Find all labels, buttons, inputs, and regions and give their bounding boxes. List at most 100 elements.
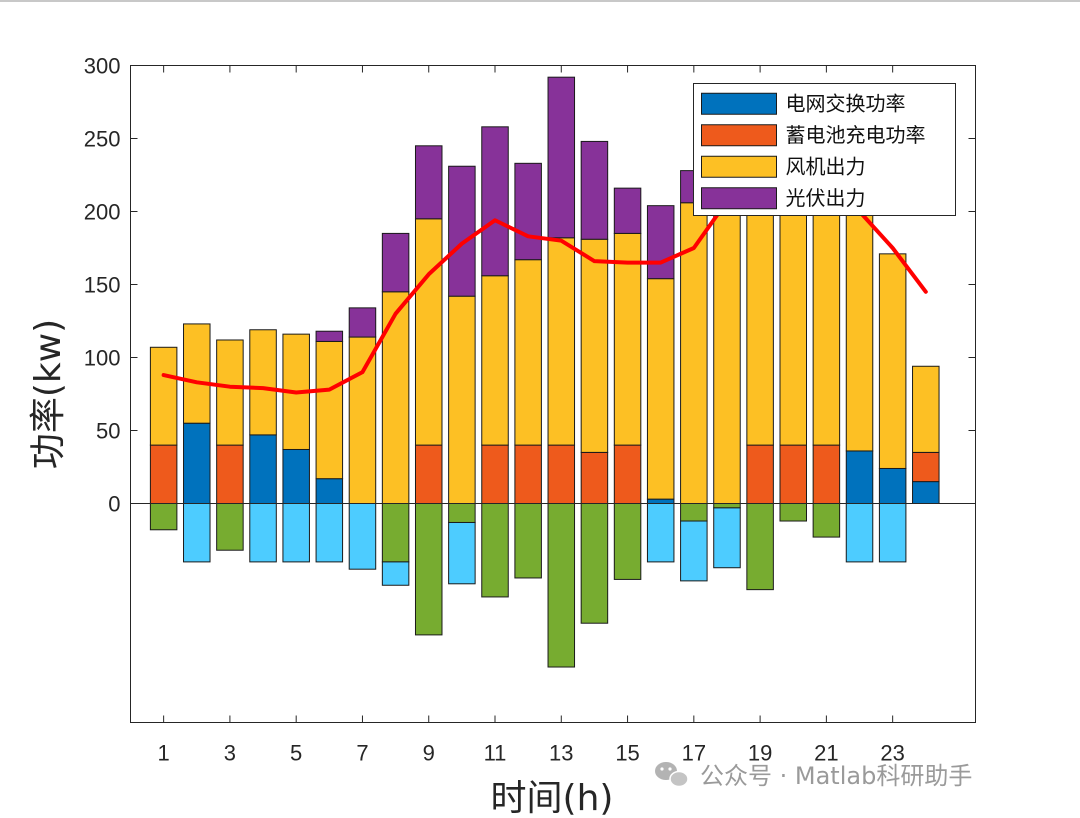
bar-pos-s1-x16 xyxy=(646,498,675,504)
watermark: 公众号 · Matlab科研助手 xyxy=(655,762,972,790)
bar-pos-s4-x9 xyxy=(414,145,443,220)
x-tick-label: 1 xyxy=(158,741,170,766)
x-tick-label: 21 xyxy=(814,741,838,766)
bar-neg-s2-x10 xyxy=(448,521,476,585)
bar-pos-s2-x24 xyxy=(912,451,940,483)
bar-neg-s1-x11 xyxy=(481,503,509,598)
legend-label: 蓄电池充电功率 xyxy=(786,123,926,147)
legend-swatch xyxy=(701,92,777,115)
bar-pos-s3-x19 xyxy=(746,170,774,446)
bar-neg-s2-x4 xyxy=(249,503,277,563)
bar-neg-s1-x10 xyxy=(448,503,476,523)
bar-pos-s3-x15 xyxy=(613,232,642,446)
bar-pos-s1-x5 xyxy=(282,448,310,505)
bar-pos-s4-x6 xyxy=(315,330,344,342)
wechat-icon xyxy=(655,762,689,788)
bar-pos-s3-x12 xyxy=(514,259,542,446)
bar-neg-s2-x2 xyxy=(183,503,211,563)
bar-pos-s3-x6 xyxy=(315,340,344,480)
bar-pos-s3-x11 xyxy=(481,275,509,446)
bar-pos-s4-x7 xyxy=(348,307,377,338)
bar-neg-s2-x18 xyxy=(713,507,741,569)
y-tick-label: 200 xyxy=(84,200,121,225)
bar-neg-s2-x17 xyxy=(680,520,708,582)
x-tick-label: 17 xyxy=(682,741,706,766)
bar-neg-s1-x3 xyxy=(216,503,244,551)
bar-neg-s1-x19 xyxy=(746,503,774,591)
bar-pos-s4-x11 xyxy=(481,126,509,277)
x-tick-label: 19 xyxy=(748,741,772,766)
bar-pos-s2-x14 xyxy=(580,451,609,504)
bar-neg-s2-x5 xyxy=(282,503,310,563)
bar-neg-s1-x14 xyxy=(580,503,609,624)
bar-pos-s3-x9 xyxy=(414,218,443,446)
bar-neg-s1-x12 xyxy=(514,503,542,579)
y-axis-label: 功率(kw) xyxy=(28,319,69,469)
bar-neg-s1-x15 xyxy=(613,503,642,580)
bar-neg-s2-x22 xyxy=(845,503,874,563)
bar-pos-s3-x2 xyxy=(183,323,211,424)
y-tick-label: 300 xyxy=(84,54,121,79)
y-tick-label: 150 xyxy=(84,273,121,298)
bar-neg-s2-x16 xyxy=(646,503,675,563)
bar-pos-s2-x13 xyxy=(547,444,576,505)
bar-pos-s3-x16 xyxy=(646,278,675,500)
bar-pos-s2-x9 xyxy=(414,444,443,505)
x-tick-label: 23 xyxy=(880,741,904,766)
bar-pos-s4-x8 xyxy=(381,232,410,293)
bar-pos-s1-x6 xyxy=(315,478,344,504)
bar-pos-s1-x4 xyxy=(249,434,277,505)
bar-pos-s3-x24 xyxy=(912,365,940,453)
legend-label: 电网交换功率 xyxy=(786,91,906,115)
bar-neg-s1-x9 xyxy=(414,503,443,636)
bar-pos-s3-x21 xyxy=(812,189,841,446)
y-tick-label: 50 xyxy=(96,419,120,444)
x-tick-label: 3 xyxy=(224,741,236,766)
bar-pos-s2-x20 xyxy=(779,444,807,505)
bar-pos-s2-x11 xyxy=(481,444,509,505)
y-tick-label: 0 xyxy=(108,492,120,517)
bar-pos-s2-x1 xyxy=(149,444,178,505)
bar-pos-s2-x15 xyxy=(613,444,642,505)
x-tick-label: 5 xyxy=(290,741,302,766)
legend-swatch xyxy=(701,124,777,147)
bar-neg-s1-x1 xyxy=(149,503,178,531)
bar-pos-s4-x16 xyxy=(646,205,675,280)
bar-pos-s1-x23 xyxy=(878,467,907,504)
bar-pos-s3-x10 xyxy=(448,295,476,504)
x-axis-label: 时间(h) xyxy=(491,778,614,818)
bar-pos-s4-x10 xyxy=(448,165,476,297)
x-tick-label: 11 xyxy=(484,741,507,766)
bar-neg-s1-x21 xyxy=(812,503,841,538)
bar-pos-s3-x3 xyxy=(216,339,244,446)
bar-pos-s3-x8 xyxy=(381,291,410,504)
legend-swatch xyxy=(701,155,777,178)
bar-pos-s2-x21 xyxy=(812,444,841,505)
bar-pos-s3-x1 xyxy=(149,346,178,446)
bar-pos-s1-x24 xyxy=(912,481,940,505)
bar-pos-s3-x22 xyxy=(845,203,874,452)
bar-pos-s3-x4 xyxy=(249,329,277,436)
legend-label: 风机出力 xyxy=(786,154,866,178)
bar-neg-s1-x13 xyxy=(547,503,576,668)
axes-box xyxy=(130,65,976,723)
bar-pos-s4-x15 xyxy=(613,187,642,234)
bar-neg-s1-x18 xyxy=(713,503,741,509)
x-tick-label: 9 xyxy=(423,741,435,766)
bar-pos-s3-x14 xyxy=(580,238,609,453)
bar-neg-s1-x20 xyxy=(779,503,807,522)
bar-neg-s2-x6 xyxy=(315,503,344,563)
bar-pos-s4-x12 xyxy=(514,162,542,261)
bar-pos-s2-x19 xyxy=(746,444,774,505)
bar-pos-s3-x13 xyxy=(547,237,576,446)
x-tick-label: 7 xyxy=(356,741,368,766)
legend-swatch xyxy=(701,187,777,210)
bar-neg-s2-x8 xyxy=(381,561,410,586)
bar-pos-s3-x23 xyxy=(878,253,907,469)
watermark-text: 公众号 · Matlab科研助手 xyxy=(700,762,972,790)
x-tick-label: 13 xyxy=(549,741,573,766)
bar-pos-s4-x13 xyxy=(547,76,576,239)
bar-neg-s2-x23 xyxy=(878,503,907,563)
